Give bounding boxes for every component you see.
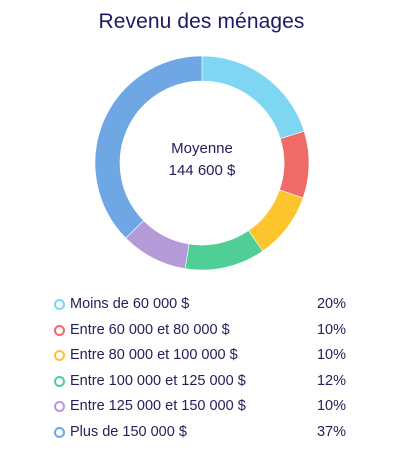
legend-item: Plus de 150 000 $ 37% xyxy=(54,422,346,448)
legend-label: Plus de 150 000 $ xyxy=(70,423,187,440)
legend-value: 10% xyxy=(316,347,346,364)
legend-value: 12% xyxy=(316,372,346,389)
donut-segment xyxy=(94,55,203,239)
legend-marker-icon xyxy=(54,401,65,413)
donut-svg xyxy=(94,55,310,271)
legend-item: Entre 125 000 et 150 000 $ 10% xyxy=(54,396,346,422)
legend-item: Entre 60 000 et 80 000 $ 10% xyxy=(54,320,346,346)
legend-marker-icon xyxy=(54,375,65,387)
center-label: Moyenne xyxy=(171,140,233,157)
legend-item: Entre 80 000 et 100 000 $ 10% xyxy=(54,345,346,371)
legend-item: Moins de 60 000 $ 20% xyxy=(54,294,346,320)
center-value: 144 600 $ xyxy=(168,162,236,179)
legend-label: Entre 80 000 et 100 000 $ xyxy=(70,347,238,364)
legend-value: 37% xyxy=(316,423,346,440)
donut-chart: Moyenne 144 600 $ xyxy=(91,52,313,274)
legend-label: Entre 100 000 et 125 000 $ xyxy=(70,372,246,389)
legend-marker-icon xyxy=(54,426,65,438)
legend-item: Entre 100 000 et 125 000 $ 12% xyxy=(54,371,346,397)
legend-label: Entre 125 000 et 150 000 $ xyxy=(70,398,246,415)
legend-label: Moins de 60 000 $ xyxy=(70,296,190,312)
donut-segment xyxy=(201,55,305,140)
legend-marker-icon xyxy=(54,324,65,336)
legend-value: 10% xyxy=(316,398,346,415)
legend: Moins de 60 000 $ 20% Entre 60 000 et 80 0… xyxy=(54,294,346,448)
chart-title: Revenu des ménages xyxy=(98,10,305,33)
legend-marker-icon xyxy=(54,350,65,362)
legend-value: 20% xyxy=(316,296,346,312)
legend-value: 10% xyxy=(316,321,346,338)
legend-marker-icon xyxy=(54,299,65,310)
donut-segment xyxy=(184,230,264,271)
legend-label: Entre 60 000 et 80 000 $ xyxy=(70,321,230,338)
